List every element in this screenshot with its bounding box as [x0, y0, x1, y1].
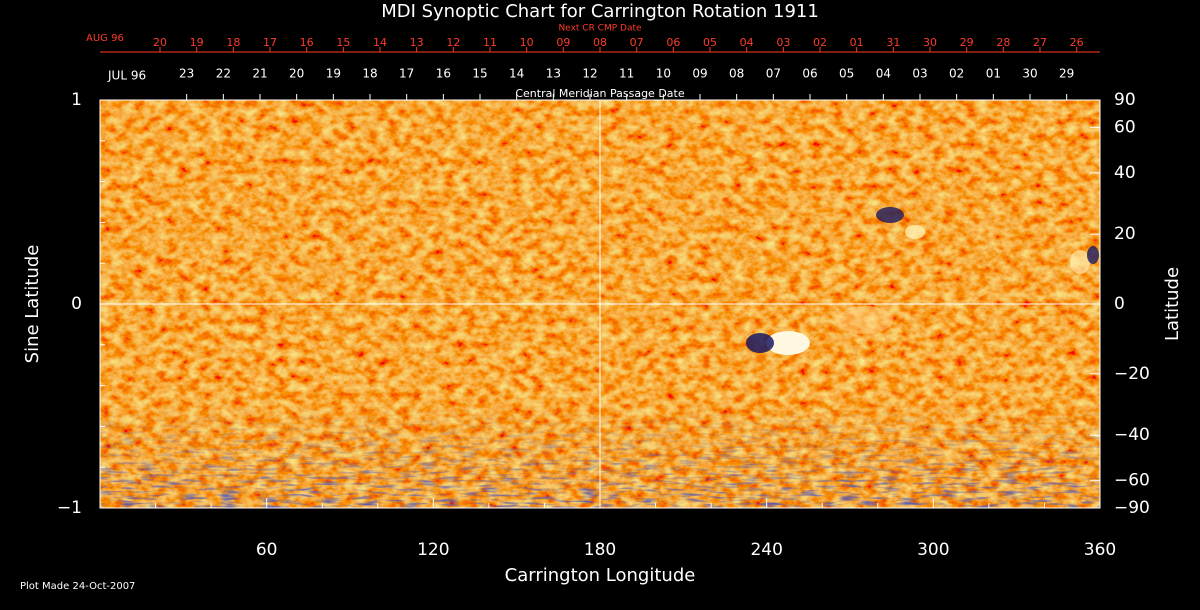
cmp-tick-label: 15 — [472, 67, 487, 81]
x-tick-label: 360 — [1084, 540, 1116, 560]
next-cr-tick-label: 29 — [960, 36, 974, 49]
cmp-tick-label: 16 — [436, 67, 451, 81]
next-cr-tick-label: 18 — [226, 36, 240, 49]
y2-axis-label: Latitude — [1162, 267, 1183, 341]
next-cr-tick-label: 04 — [740, 36, 754, 49]
active-region — [905, 225, 925, 239]
next-cr-tick-label: 30 — [923, 36, 937, 49]
next-cr-tick-label: 16 — [300, 36, 314, 49]
y2-tick-label: 20 — [1114, 224, 1136, 244]
next-cr-tick-label: 15 — [336, 36, 350, 49]
cmp-tick-label: 30 — [1022, 67, 1037, 81]
y-tick-label: −1 — [57, 498, 82, 518]
x-axis-label: Carrington Longitude — [505, 565, 696, 586]
cmp-tick-label: 21 — [252, 67, 267, 81]
next-cr-tick-label: 02 — [813, 36, 827, 49]
cmp-tick-label: 02 — [949, 67, 964, 81]
chart-title: MDI Synoptic Chart for Carrington Rotati… — [381, 1, 819, 22]
next-cr-tick-label: 08 — [593, 36, 607, 49]
next-cr-tick-label: 03 — [776, 36, 790, 49]
next-cr-tick-label: 17 — [263, 36, 277, 49]
cmp-tick-label: 11 — [619, 67, 634, 81]
y2-tick-label: 90 — [1114, 90, 1136, 110]
next-cr-tick-label: 12 — [446, 36, 460, 49]
next-cr-tick-label: 26 — [1070, 36, 1084, 49]
cmp-start-label: JUL 96 — [107, 69, 146, 83]
cmp-tick-label: 19 — [326, 67, 341, 81]
cmp-tick-label: 23 — [179, 67, 194, 81]
cmp-tick-label: 12 — [582, 67, 597, 81]
next-cr-tick-label: 05 — [703, 36, 717, 49]
y-tick-label: 1 — [71, 90, 82, 110]
next-cr-tick-label: 06 — [666, 36, 680, 49]
active-region — [837, 306, 893, 334]
next-cr-tick-label: 10 — [520, 36, 534, 49]
y2-tick-label: 60 — [1114, 117, 1136, 137]
next-cr-tick-label: 14 — [373, 36, 387, 49]
next-cr-tick-label: 31 — [886, 36, 900, 49]
cmp-tick-label: 05 — [839, 67, 854, 81]
y2-tick-label: −90 — [1114, 498, 1150, 518]
next-cr-tick-label: 27 — [1033, 36, 1047, 49]
cmp-tick-label: 07 — [766, 67, 781, 81]
next-cr-tick-label: 09 — [556, 36, 570, 49]
cmp-tick-label: 10 — [656, 67, 671, 81]
cmp-tick-label: 29 — [1059, 67, 1074, 81]
next-cr-tick-label: 11 — [483, 36, 497, 49]
next-cr-axis-label: Next CR CMP Date — [558, 24, 642, 34]
active-region — [1070, 250, 1090, 274]
x-tick-label: 300 — [917, 540, 949, 560]
next-cr-start-label: AUG 96 — [86, 33, 124, 44]
next-cr-tick-label: 13 — [410, 36, 424, 49]
cmp-tick-label: 06 — [802, 67, 817, 81]
cmp-tick-label: 20 — [289, 67, 304, 81]
active-region — [876, 207, 904, 223]
y2-tick-label: −60 — [1114, 471, 1150, 491]
next-cr-tick-label: 19 — [190, 36, 204, 49]
cmp-tick-label: 18 — [362, 67, 377, 81]
cmp-tick-label: 13 — [546, 67, 561, 81]
cmp-tick-label: 09 — [692, 67, 707, 81]
cmp-tick-label: 03 — [912, 67, 927, 81]
x-tick-label: 120 — [417, 540, 449, 560]
y2-tick-label: 40 — [1114, 163, 1136, 183]
cmp-tick-label: 08 — [729, 67, 744, 81]
next-cr-tick-label: 28 — [996, 36, 1010, 49]
y2-tick-label: 0 — [1114, 294, 1125, 314]
y-tick-label: 0 — [71, 294, 82, 314]
cmp-axis-label: Central Meridian Passage Date — [515, 87, 684, 100]
cmp-tick-label: 04 — [876, 67, 891, 81]
cmp-tick-label: 01 — [986, 67, 1001, 81]
cmp-tick-label: 17 — [399, 67, 414, 81]
y-axis-label: Sine Latitude — [22, 245, 43, 364]
active-region — [746, 333, 774, 353]
next-cr-tick-label: 07 — [630, 36, 644, 49]
footnote: Plot Made 24-Oct-2007 — [20, 581, 135, 592]
next-cr-tick-label: 01 — [850, 36, 864, 49]
active-region — [766, 331, 810, 355]
x-tick-label: 240 — [750, 540, 782, 560]
y2-tick-label: −40 — [1114, 425, 1150, 445]
cmp-tick-label: 14 — [509, 67, 524, 81]
next-cr-tick-label: 20 — [153, 36, 167, 49]
x-tick-label: 60 — [256, 540, 278, 560]
active-region — [1087, 246, 1099, 264]
y2-tick-label: −20 — [1114, 364, 1150, 384]
cmp-tick-label: 22 — [216, 67, 231, 81]
x-tick-label: 180 — [584, 540, 616, 560]
